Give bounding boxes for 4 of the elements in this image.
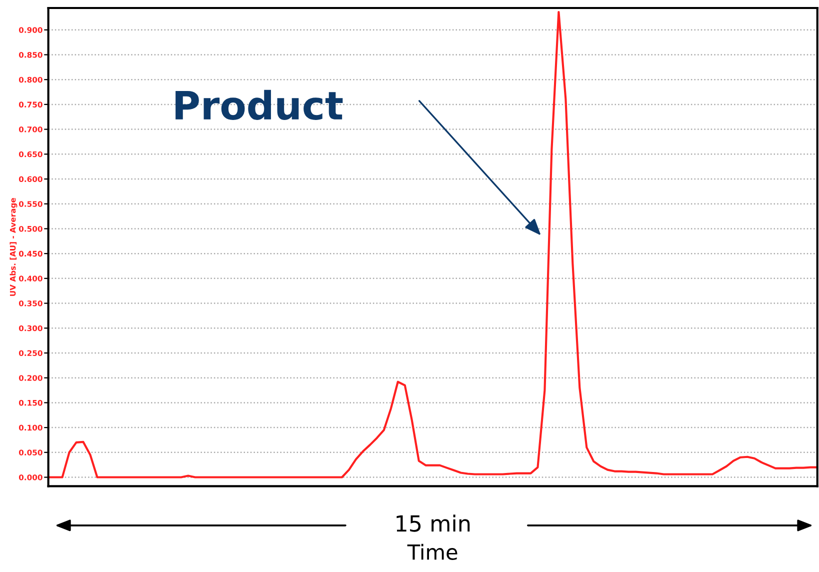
x-axis-title: Time xyxy=(407,544,458,560)
line-series xyxy=(48,10,818,478)
annotation: Product xyxy=(176,90,343,120)
text: 15 min xyxy=(396,514,470,532)
